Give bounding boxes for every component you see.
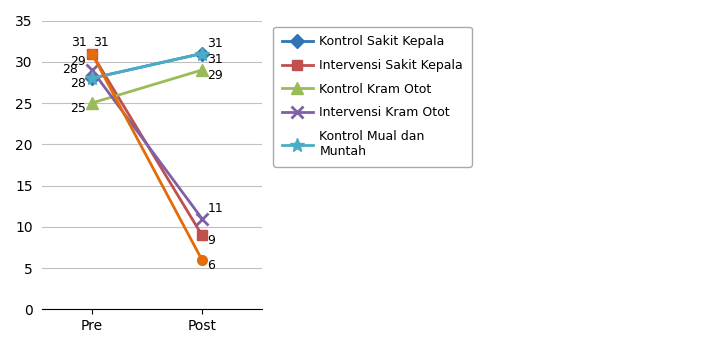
- Text: 25: 25: [70, 102, 86, 114]
- Text: 31: 31: [208, 37, 223, 50]
- Text: 6: 6: [208, 259, 216, 272]
- Kontrol Kram Otot: [197, 68, 206, 72]
- Text: 28: 28: [70, 77, 86, 90]
- Text: 29: 29: [70, 55, 86, 68]
- Text: 11: 11: [208, 202, 223, 215]
- Intervensi Sakit Kepala: [88, 52, 97, 56]
- Text: 31: 31: [208, 53, 223, 66]
- Text: 28: 28: [62, 63, 78, 76]
- Kontrol Sakit Kepala: [197, 52, 206, 56]
- Line: Intervensi Sakit Kepala: Intervensi Sakit Kepala: [87, 49, 207, 240]
- Text: 31: 31: [70, 37, 86, 49]
- Legend: Kontrol Sakit Kepala, Intervensi Sakit Kepala, Kontrol Kram Otot, Intervensi Kra: Kontrol Sakit Kepala, Intervensi Sakit K…: [273, 27, 472, 167]
- Text: 29: 29: [208, 69, 223, 82]
- Text: 9: 9: [208, 235, 216, 247]
- Line: Kontrol Sakit Kepala: Kontrol Sakit Kepala: [87, 49, 207, 83]
- Intervensi Kram Otot: [197, 216, 206, 221]
- Line: Kontrol Mual dan
Muntah: Kontrol Mual dan Muntah: [85, 47, 209, 85]
- Intervensi Kram Otot: [88, 68, 97, 72]
- Text: 31: 31: [93, 37, 109, 49]
- Kontrol Mual dan
Muntah: [88, 76, 97, 80]
- Intervensi Sakit Kepala: [197, 233, 206, 237]
- Kontrol Mual dan
Muntah: [197, 52, 206, 56]
- Kontrol Kram Otot: [88, 101, 97, 105]
- Kontrol Sakit Kepala: [88, 76, 97, 80]
- Line: Intervensi Kram Otot: Intervensi Kram Otot: [86, 64, 208, 225]
- Line: Kontrol Kram Otot: Kontrol Kram Otot: [86, 64, 208, 109]
